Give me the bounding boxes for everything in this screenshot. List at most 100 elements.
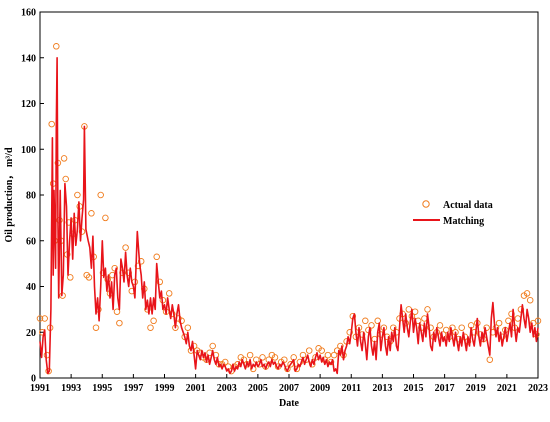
matching-series: [39, 57, 539, 375]
actual-data-point: [442, 326, 450, 334]
actual-data-point: [495, 319, 503, 327]
actual-data-point: [424, 306, 431, 313]
actual-data-point: [116, 319, 123, 327]
actual-data-point: [374, 317, 381, 325]
actual-data-point: [122, 244, 129, 251]
actual-data-point: [368, 322, 375, 329]
actual-data-point: [53, 43, 60, 50]
y-axis-title: Oil production， m³/d: [4, 147, 15, 242]
actual-data-point: [337, 342, 344, 350]
actual-data-point: [449, 324, 456, 331]
actual-data-point: [88, 210, 95, 217]
y-axis: 0 20 40 60 80 100 120 140 160: [21, 8, 44, 385]
x-tick-label: 2021: [497, 383, 517, 394]
legend-actual-marker: [422, 200, 430, 208]
x-tick-label: 2023: [528, 383, 548, 394]
actual-data-point: [153, 253, 160, 261]
y-tick-label: 140: [21, 53, 36, 64]
actual-data-point: [156, 278, 164, 286]
actual-data-point: [271, 354, 279, 361]
actual-data-point: [483, 324, 490, 331]
actual-data-point: [85, 274, 93, 281]
x-tick-label: 2015: [404, 383, 424, 394]
x-tick-label: 2017: [435, 383, 455, 394]
legend: Actual data Matching: [413, 200, 493, 227]
x-tick-label: 2013: [372, 383, 392, 394]
legend-actual-label: Actual data: [443, 200, 493, 211]
actual-data-point: [477, 331, 484, 338]
actual-data-point: [147, 324, 154, 331]
actual-data-point: [221, 358, 229, 366]
actual-data-point: [41, 315, 48, 322]
actual-data-point: [362, 317, 369, 325]
actual-data-point: [287, 361, 294, 368]
actual-data-point: [324, 351, 332, 359]
actual-data-point: [436, 322, 444, 329]
actual-data-point: [427, 324, 434, 331]
x-tick-label: 2003: [217, 383, 237, 394]
actual-data-point: [178, 317, 185, 325]
x-tick-label: 2001: [186, 383, 206, 394]
actual-data-point: [293, 365, 301, 373]
actual-data-point: [318, 347, 325, 354]
actual-data-point: [526, 296, 534, 304]
actual-data-point: [411, 308, 419, 315]
x-tick-label: 2019: [466, 383, 486, 394]
actual-data-point: [505, 317, 512, 325]
actual-data-point: [346, 329, 353, 336]
legend-matching-label: Matching: [443, 216, 484, 227]
x-tick-label: 2009: [310, 383, 330, 394]
actual-data-point: [455, 335, 462, 343]
x-tick-label: 1993: [61, 383, 81, 394]
x-tick-label: 1997: [123, 383, 143, 394]
actual-data-point: [83, 271, 90, 279]
actual-data-point: [48, 120, 55, 128]
actual-data-point: [134, 262, 142, 270]
actual-data-point: [97, 191, 104, 199]
x-tick-label: 2011: [342, 383, 361, 394]
actual-data-point: [62, 175, 69, 183]
y-tick-label: 80: [26, 191, 36, 202]
y-tick-label: 120: [21, 99, 36, 110]
actual-data-point: [102, 214, 109, 222]
actual-data-point: [534, 317, 542, 325]
actual-data-point: [508, 310, 515, 318]
actual-data-point: [113, 308, 121, 315]
actual-data-point: [514, 315, 522, 322]
actual-data-point: [259, 354, 266, 361]
actual-data-point: [458, 324, 465, 331]
actual-data-point: [333, 347, 341, 354]
actual-data-point: [209, 342, 216, 350]
actual-data-point: [137, 258, 145, 265]
actual-data-point: [305, 347, 313, 354]
x-axis-title: Date: [279, 398, 300, 409]
actual-data-point: [246, 351, 254, 359]
actual-data-point: [184, 324, 192, 331]
x-tick-label: 1999: [155, 383, 175, 394]
y-tick-label: 100: [21, 145, 36, 156]
x-tick-label: 2005: [248, 383, 268, 394]
plot-area-frame: [39, 11, 539, 379]
y-tick-label: 20: [26, 328, 36, 339]
actual-data-point: [390, 324, 397, 331]
actual-data-point: [281, 356, 288, 363]
actual-data-point: [486, 356, 494, 363]
y-tick-label: 160: [21, 8, 36, 19]
actual-data-point: [67, 274, 74, 281]
x-tick-label: 1991: [30, 383, 50, 394]
actual-data-point: [150, 317, 157, 325]
x-tick-label: 2007: [279, 383, 299, 394]
actual-data-point: [111, 264, 118, 272]
actual-data-point: [36, 315, 44, 322]
x-axis: 1991 1993 1995 1997 1999 2001 2003 2005 2007 2009…: [30, 374, 548, 394]
actual-data-point: [523, 290, 531, 297]
x-tick-label: 1995: [92, 383, 112, 394]
actual-data-point: [405, 306, 413, 313]
actual-data-point: [60, 155, 68, 162]
y-tick-label: 40: [26, 282, 36, 293]
actual-data-point: [74, 191, 81, 199]
y-tick-label: 60: [26, 236, 36, 247]
y-tick-label: 0: [31, 374, 36, 385]
